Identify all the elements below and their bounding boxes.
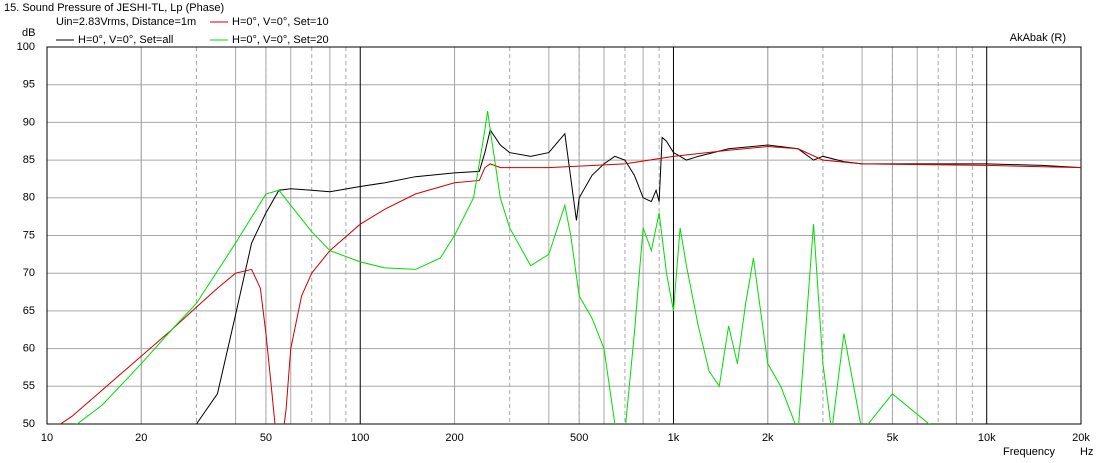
x-tick-label: 200 [445,432,463,444]
y-axis-label: dB [22,27,35,39]
x-tick-label: 10k [978,432,996,444]
series-line [196,128,1081,424]
y-tick-label: 75 [23,229,35,241]
y-tick-label: 90 [23,116,35,128]
legend-label: H=0°, V=0°, Set=10 [232,16,329,28]
y-tick-label: 65 [23,305,35,317]
x-tick-label: 500 [570,432,588,444]
y-tick-label: 55 [23,380,35,392]
plot-border [46,46,1082,425]
annotation: AkAbak (R) [1010,32,1066,44]
chart-title: 15. Sound Pressure of JESHI-TL, Lp (Phas… [4,2,224,14]
y-tick-label: 70 [23,267,35,279]
y-tick-label: 95 [23,79,35,91]
y-tick-label: 100 [17,41,35,53]
x-axis-label: Frequency [1003,446,1055,458]
legend-label: H=0°, V=0°, Set=all [78,34,173,46]
x-axis-unit: Hz [1080,446,1093,458]
x-tick-label: 10 [41,432,53,444]
plot-lines [59,111,1081,424]
y-tick-label: 60 [23,343,35,355]
series-line [59,146,1081,424]
x-tick-label: 1k [668,432,680,444]
x-tick-label: 20k [1072,432,1090,444]
subtitle: Uin=2.83Vrms, Distance=1m [56,16,196,28]
x-tick-label: 100 [351,432,369,444]
x-tick-label: 5k [887,432,899,444]
y-tick-label: 50 [23,418,35,430]
x-tick-label: 20 [135,432,147,444]
series-line [76,111,930,424]
y-tick-label: 85 [23,154,35,166]
y-tick-label: 80 [23,192,35,204]
x-tick-label: 50 [260,432,272,444]
legend-label: H=0°, V=0°, Set=20 [232,34,329,46]
x-tick-label: 2k [762,432,774,444]
